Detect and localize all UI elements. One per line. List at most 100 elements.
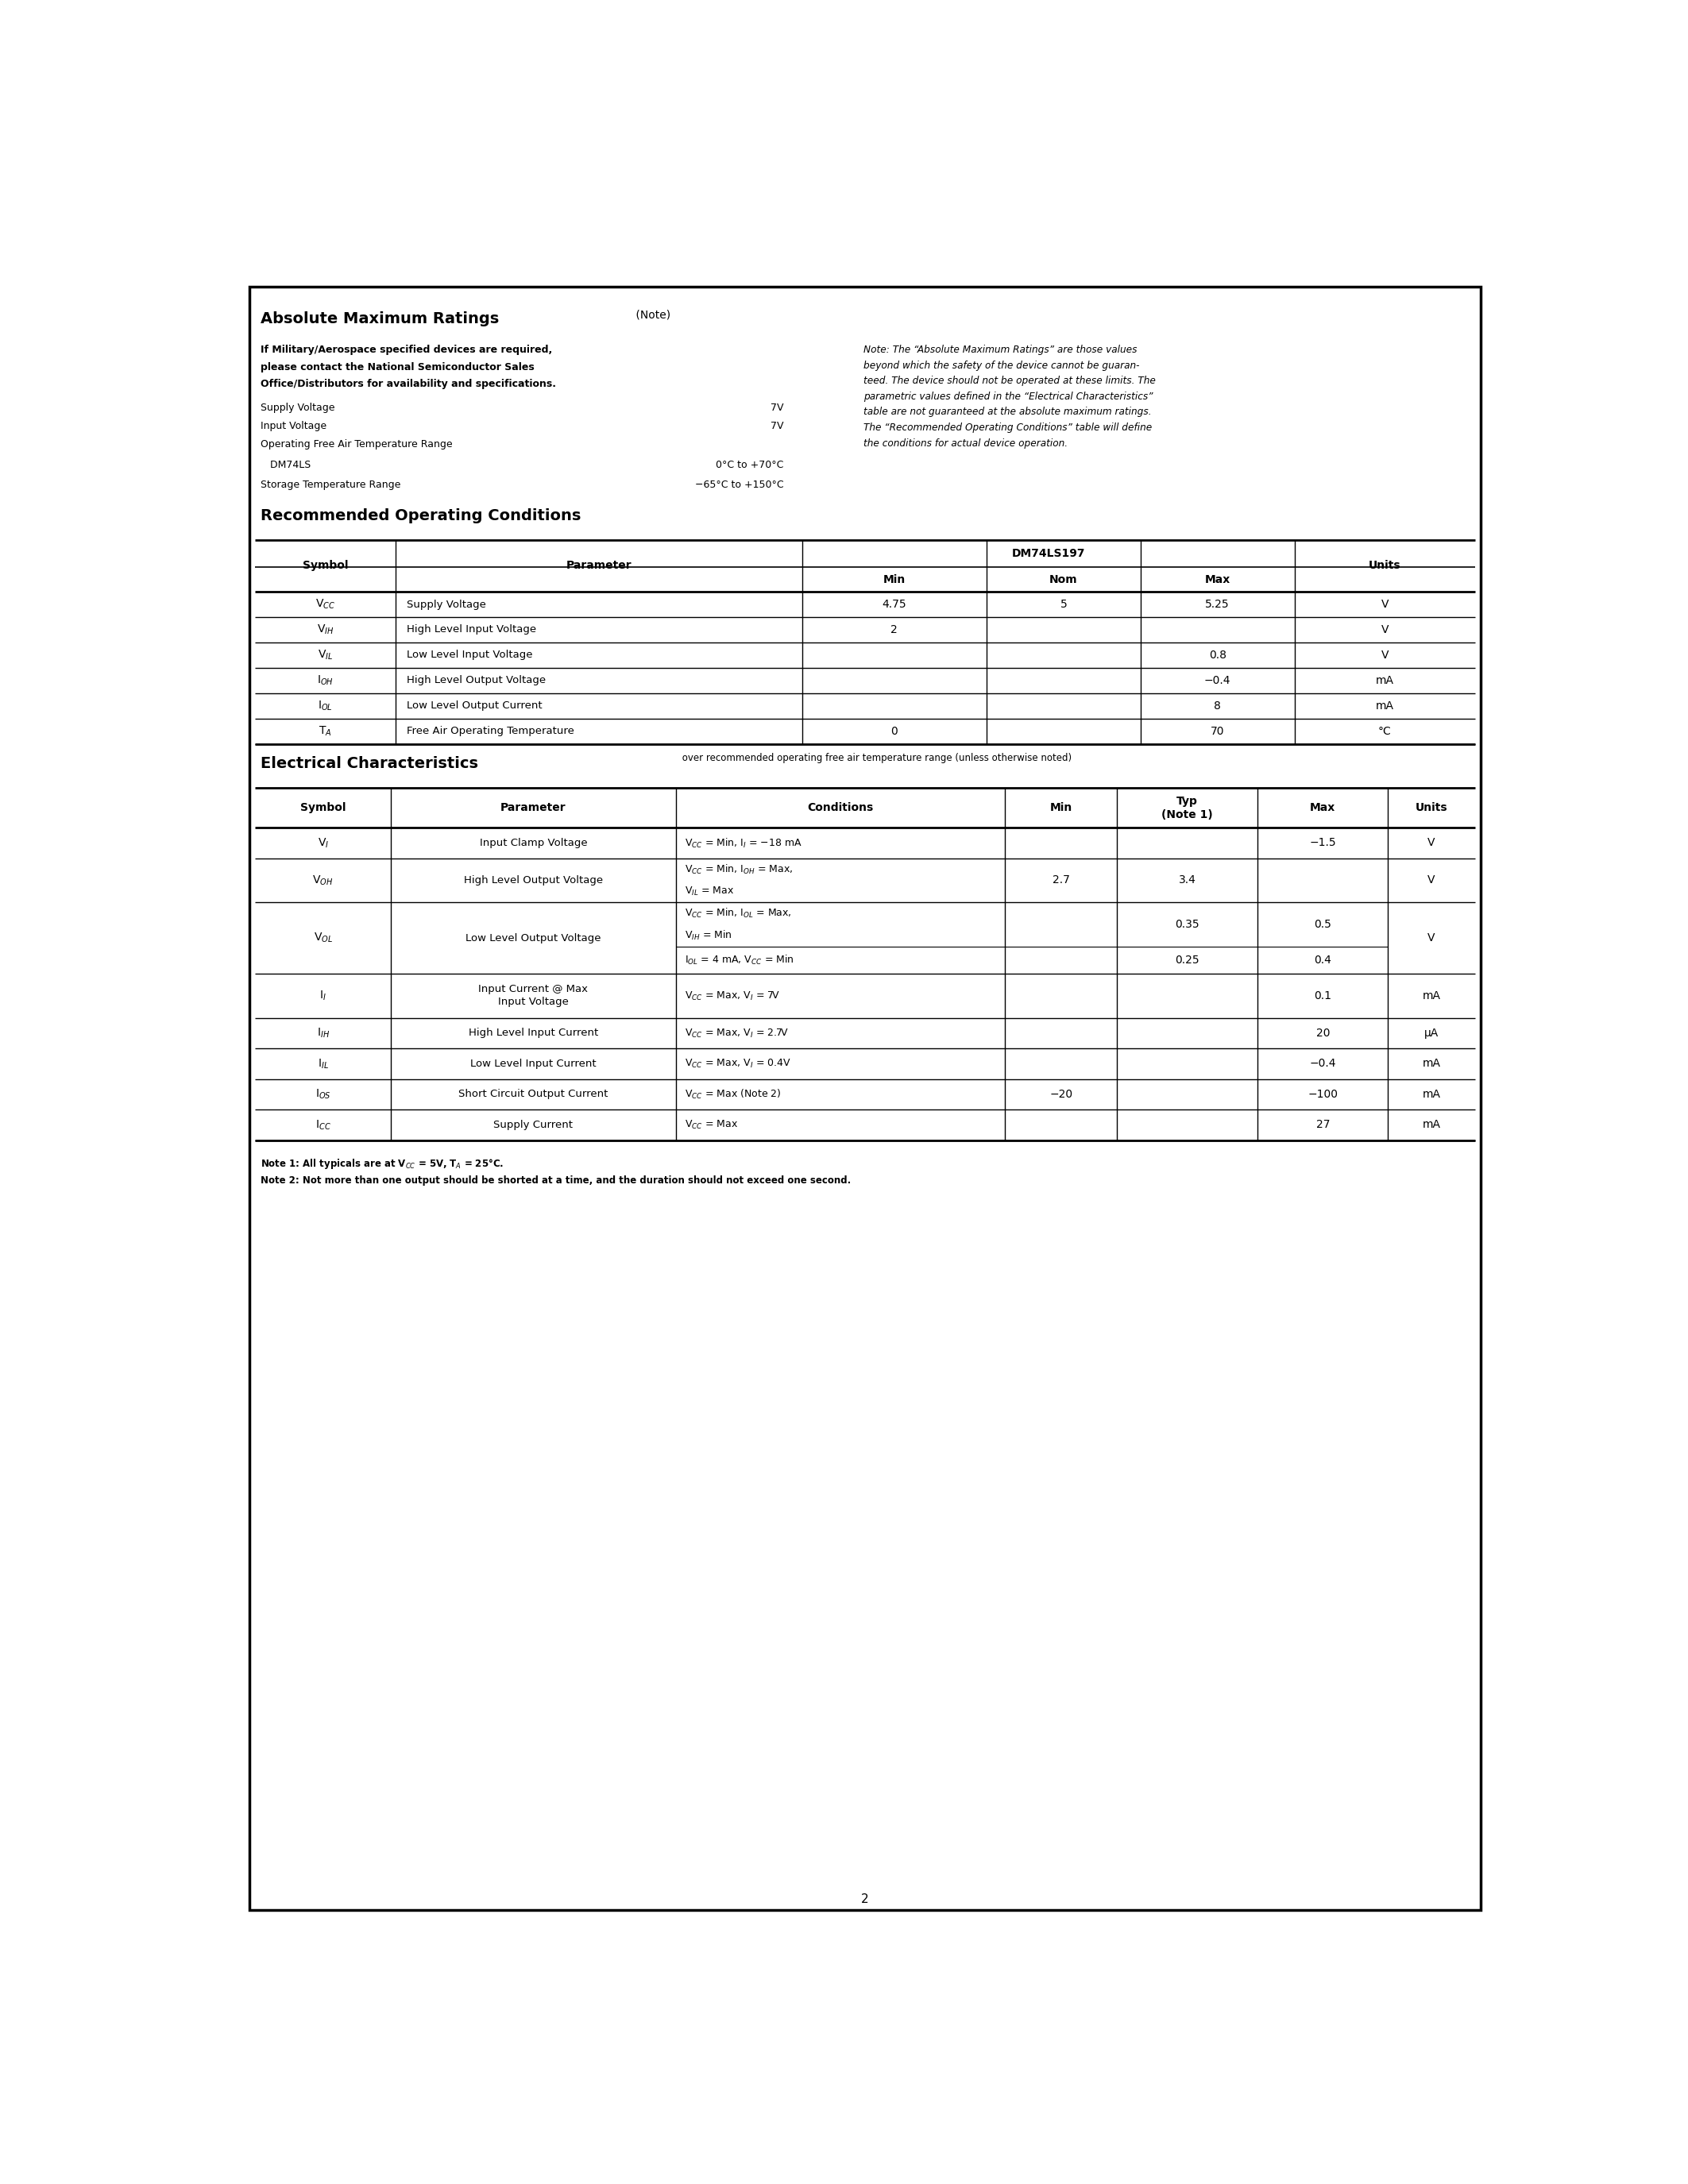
Text: V: V [1428, 876, 1435, 887]
Text: Absolute Maximum Ratings: Absolute Maximum Ratings [260, 310, 498, 325]
Text: V$_{IL}$: V$_{IL}$ [317, 649, 333, 662]
Text: Supply Voltage: Supply Voltage [407, 598, 486, 609]
Text: V$_{CC}$ = Max (Note 2): V$_{CC}$ = Max (Note 2) [685, 1088, 782, 1101]
Text: Conditions: Conditions [807, 802, 874, 812]
Text: (Note): (Note) [633, 310, 670, 321]
Text: V$_{IL}$ = Max: V$_{IL}$ = Max [685, 885, 734, 898]
Text: 8: 8 [1214, 701, 1220, 712]
Text: beyond which the safety of the device cannot be guaran-: beyond which the safety of the device ca… [864, 360, 1139, 371]
Text: mA: mA [1376, 701, 1394, 712]
Text: mA: mA [1423, 1120, 1440, 1131]
Text: V$_{CC}$: V$_{CC}$ [316, 598, 336, 612]
Text: Note: The “Absolute Maximum Ratings” are those values: Note: The “Absolute Maximum Ratings” are… [864, 345, 1138, 356]
Text: V: V [1428, 836, 1435, 850]
Text: V$_{CC}$ = Max, V$_I$ = 7V: V$_{CC}$ = Max, V$_I$ = 7V [685, 989, 780, 1002]
Text: 70: 70 [1210, 725, 1224, 736]
Text: Input Clamp Voltage: Input Clamp Voltage [479, 839, 587, 847]
Text: 7V: 7V [770, 422, 783, 432]
Text: 0.25: 0.25 [1175, 954, 1200, 965]
Text: mA: mA [1376, 675, 1394, 686]
Text: Symbol: Symbol [300, 802, 346, 812]
Text: Parameter: Parameter [500, 802, 565, 812]
Text: Operating Free Air Temperature Range: Operating Free Air Temperature Range [260, 439, 452, 450]
Text: over recommended operating free air temperature range (unless otherwise noted): over recommended operating free air temp… [679, 753, 1072, 762]
Text: Short Circuit Output Current: Short Circuit Output Current [459, 1090, 608, 1099]
Text: 5.25: 5.25 [1205, 598, 1229, 609]
Text: Low Level Input Voltage: Low Level Input Voltage [407, 651, 533, 660]
Text: Symbol: Symbol [302, 559, 348, 572]
Text: −1.5: −1.5 [1310, 836, 1337, 850]
Text: I$_{IL}$: I$_{IL}$ [317, 1057, 329, 1070]
Text: I$_{CC}$: I$_{CC}$ [316, 1118, 331, 1131]
Text: 7V: 7V [770, 402, 783, 413]
Text: The “Recommended Operating Conditions” table will define: The “Recommended Operating Conditions” t… [864, 424, 1153, 432]
Text: V$_{CC}$ = Max, V$_I$ = 0.4V: V$_{CC}$ = Max, V$_I$ = 0.4V [685, 1057, 792, 1070]
Text: I$_{IH}$: I$_{IH}$ [317, 1026, 329, 1040]
Text: −65°C to +150°C: −65°C to +150°C [695, 480, 783, 489]
Text: I$_{OL}$: I$_{OL}$ [317, 699, 333, 712]
Text: Units: Units [1369, 559, 1401, 572]
Text: μA: μA [1425, 1029, 1438, 1040]
Text: Free Air Operating Temperature: Free Air Operating Temperature [407, 725, 574, 736]
Text: V: V [1381, 649, 1389, 662]
Text: Storage Temperature Range: Storage Temperature Range [260, 480, 400, 489]
Text: V: V [1428, 933, 1435, 943]
Text: 0.5: 0.5 [1315, 919, 1332, 930]
Text: table are not guaranteed at the absolute maximum ratings.: table are not guaranteed at the absolute… [864, 406, 1151, 417]
Text: V$_I$: V$_I$ [317, 836, 329, 850]
Text: Low Level Output Voltage: Low Level Output Voltage [466, 933, 601, 943]
Text: High Level Input Voltage: High Level Input Voltage [407, 625, 537, 636]
Text: Parameter: Parameter [565, 559, 631, 572]
Text: I$_{OH}$: I$_{OH}$ [317, 675, 334, 688]
Text: Typ
(Note 1): Typ (Note 1) [1161, 795, 1214, 821]
Text: Electrical Characteristics: Electrical Characteristics [260, 756, 478, 771]
Text: 0: 0 [891, 725, 898, 736]
Text: Low Level Input Current: Low Level Input Current [471, 1059, 596, 1068]
Text: V$_{OH}$: V$_{OH}$ [312, 874, 334, 887]
Text: Note 1: All typicals are at V$_{CC}$ = 5V, T$_A$ = 25°C.: Note 1: All typicals are at V$_{CC}$ = 5… [260, 1158, 503, 1171]
Text: 0°C to +70°C: 0°C to +70°C [716, 459, 783, 470]
Text: Office/Distributors for availability and specifications.: Office/Distributors for availability and… [260, 378, 555, 389]
Text: Recommended Operating Conditions: Recommended Operating Conditions [260, 509, 581, 522]
Text: If Military/Aerospace specified devices are required,: If Military/Aerospace specified devices … [260, 345, 552, 356]
Text: DM74LS: DM74LS [260, 459, 311, 470]
Text: the conditions for actual device operation.: the conditions for actual device operati… [864, 439, 1069, 448]
Text: Supply Voltage: Supply Voltage [260, 402, 334, 413]
Text: V$_{CC}$ = Min, I$_{OH}$ = Max,: V$_{CC}$ = Min, I$_{OH}$ = Max, [685, 863, 793, 876]
Text: 0.35: 0.35 [1175, 919, 1200, 930]
Text: Input Current @ Max
Input Voltage: Input Current @ Max Input Voltage [478, 985, 587, 1007]
Text: V$_{CC}$ = Max: V$_{CC}$ = Max [685, 1118, 738, 1131]
Text: T$_A$: T$_A$ [319, 725, 333, 738]
Text: DM74LS197: DM74LS197 [1011, 548, 1085, 559]
Text: V$_{CC}$ = Min, I$_{OL}$ = Max,: V$_{CC}$ = Min, I$_{OL}$ = Max, [685, 906, 792, 919]
Text: V$_{CC}$ = Min, I$_I$ = −18 mA: V$_{CC}$ = Min, I$_I$ = −18 mA [685, 836, 802, 850]
Text: High Level Output Voltage: High Level Output Voltage [407, 675, 545, 686]
Text: mA: mA [1423, 1090, 1440, 1101]
Text: Min: Min [883, 574, 905, 585]
Text: Note 2: Not more than one output should be shorted at a time, and the duration s: Note 2: Not more than one output should … [260, 1175, 851, 1186]
Text: 5: 5 [1060, 598, 1067, 609]
Text: V$_{OL}$: V$_{OL}$ [314, 933, 333, 946]
Text: V: V [1381, 598, 1389, 609]
Text: 27: 27 [1317, 1120, 1330, 1131]
Text: Low Level Output Current: Low Level Output Current [407, 701, 542, 712]
Text: 2.7: 2.7 [1053, 876, 1070, 887]
Text: Max: Max [1310, 802, 1335, 812]
Text: 0.8: 0.8 [1209, 649, 1225, 662]
Text: mA: mA [1423, 1059, 1440, 1070]
Text: −0.4: −0.4 [1204, 675, 1231, 686]
Text: −0.4: −0.4 [1310, 1059, 1337, 1070]
Text: I$_{OL}$ = 4 mA, V$_{CC}$ = Min: I$_{OL}$ = 4 mA, V$_{CC}$ = Min [685, 954, 795, 968]
Text: High Level Output Voltage: High Level Output Voltage [464, 876, 603, 885]
Text: parametric values defined in the “Electrical Characteristics”: parametric values defined in the “Electr… [864, 391, 1153, 402]
Text: 3.4: 3.4 [1178, 876, 1197, 887]
Text: −100: −100 [1308, 1090, 1339, 1101]
Text: High Level Input Current: High Level Input Current [469, 1029, 598, 1037]
Text: V: V [1381, 625, 1389, 636]
Text: I$_{OS}$: I$_{OS}$ [316, 1088, 331, 1101]
Text: please contact the National Semiconductor Sales: please contact the National Semiconducto… [260, 363, 533, 371]
Text: −20: −20 [1050, 1090, 1074, 1101]
Text: 2: 2 [861, 1894, 869, 1904]
Text: 0.4: 0.4 [1315, 954, 1332, 965]
Text: °C: °C [1377, 725, 1391, 736]
